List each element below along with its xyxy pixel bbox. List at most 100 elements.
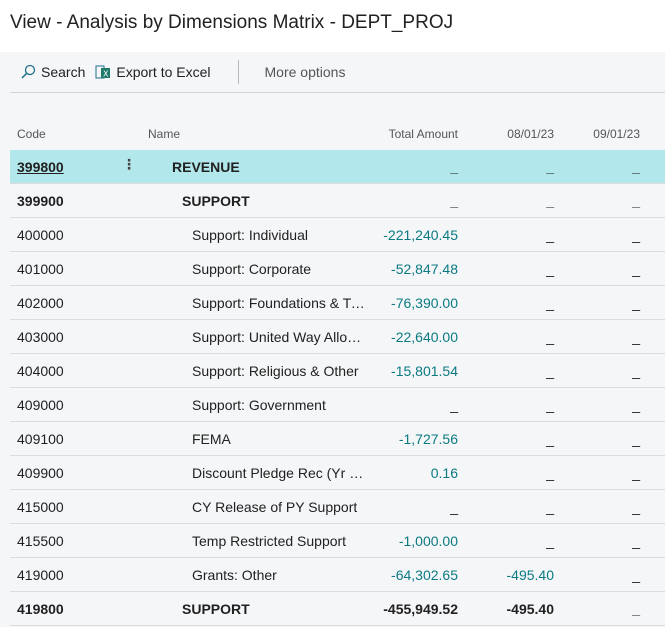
row-09-01-23: _	[632, 533, 640, 549]
column-headers: Code Name Total Amount 08/01/23 09/01/23	[10, 126, 665, 150]
row-08-01-23: _	[546, 193, 554, 209]
row-code: 409100	[17, 431, 64, 447]
row-09-01-23: _	[632, 295, 640, 311]
row-name: REVENUE	[172, 159, 240, 175]
header-name[interactable]: Name	[148, 127, 181, 141]
row-name: Support: United Way Allocations	[192, 329, 367, 345]
row-code: 399900	[17, 193, 64, 209]
row-08-01-23[interactable]: -495.40	[506, 567, 554, 583]
row-total-amount[interactable]: -52,847.48	[391, 261, 458, 277]
row-total-amount: _	[450, 397, 458, 413]
row-code[interactable]: 399800	[17, 159, 64, 175]
row-total-amount[interactable]: -1,727.56	[398, 431, 458, 447]
row-name: Support: Religious & Other	[192, 363, 359, 379]
row-08-01-23: _	[546, 465, 554, 481]
header-09-01-23[interactable]: 09/01/23	[593, 127, 640, 141]
row-code: 400000	[17, 227, 64, 243]
row-code: 404000	[17, 363, 64, 379]
header-code[interactable]: Code	[17, 127, 46, 141]
table-row[interactable]: 403000 Support: United Way Allocations -22…	[10, 320, 665, 354]
page-title: View - Analysis by Dimensions Matrix - D…	[0, 0, 665, 50]
row-name: Grants: Other	[192, 567, 277, 583]
matrix-table: 399800 ⋮ REVENUE _ _ _ 399900 SUPPORT _ _ _ 400000 S…	[10, 150, 665, 626]
export-to-excel-button[interactable]: X Export to Excel	[95, 64, 211, 80]
row-name: Temp Restricted Support	[192, 533, 347, 549]
row-total-amount: _	[450, 499, 458, 515]
row-09-01-23: _	[632, 601, 640, 617]
row-08-01-23: _	[546, 363, 554, 379]
row-total-amount[interactable]: -15,801.54	[391, 363, 458, 379]
row-name: Discount Pledge Rec (Yr End)	[192, 465, 367, 481]
row-total-amount: _	[450, 159, 458, 175]
table-row[interactable]: 419800 SUPPORT -455,949.52 -495.40 _	[10, 592, 665, 626]
more-options-button[interactable]: More options	[264, 64, 346, 80]
row-09-01-23: _	[632, 193, 640, 209]
table-row[interactable]: 409100 FEMA -1,727.56 _ _	[10, 422, 665, 456]
row-09-01-23: _	[632, 329, 640, 345]
row-08-01-23: _	[546, 533, 554, 549]
row-code: 409000	[17, 397, 64, 413]
header-total-amount[interactable]: Total Amount	[388, 127, 458, 141]
row-08-01-23: _	[546, 159, 554, 175]
row-name: Support: Government	[192, 397, 326, 413]
row-08-01-23: _	[546, 329, 554, 345]
table-row[interactable]: 415000 CY Release of PY Support _ _ _	[10, 490, 665, 524]
row-total-amount[interactable]: -221,240.45	[383, 227, 458, 243]
row-09-01-23: _	[632, 261, 640, 277]
table-row[interactable]: 401000 Support: Corporate -52,847.48 _ _	[10, 252, 665, 286]
table-row[interactable]: 399800 ⋮ REVENUE _ _ _	[10, 150, 665, 184]
row-09-01-23: _	[632, 227, 640, 243]
row-total-amount[interactable]: -64,302.65	[391, 567, 458, 583]
search-label: Search	[41, 64, 86, 80]
row-09-01-23: _	[632, 499, 640, 515]
row-08-01-23: _	[546, 261, 554, 277]
row-09-01-23: _	[632, 567, 640, 583]
row-code: 419800	[17, 601, 64, 617]
row-code: 403000	[17, 329, 64, 345]
table-row[interactable]: 415500 Temp Restricted Support -1,000.00 _ _	[10, 524, 665, 558]
row-08-01-23[interactable]: -495.40	[506, 601, 554, 617]
row-total-amount[interactable]: -455,949.52	[383, 601, 458, 617]
table-row[interactable]: 409900 Discount Pledge Rec (Yr End) 0.16 _ _	[10, 456, 665, 490]
action-bar: Search X Export to Excel More options	[10, 52, 665, 93]
row-08-01-23: _	[546, 397, 554, 413]
row-name: SUPPORT	[182, 193, 250, 209]
row-total-amount[interactable]: -1,000.00	[398, 533, 458, 549]
row-09-01-23: _	[632, 465, 640, 481]
row-actions-icon[interactable]: ⋮	[122, 156, 136, 172]
row-09-01-23: _	[632, 431, 640, 447]
row-name: CY Release of PY Support	[192, 499, 358, 515]
search-icon	[21, 64, 36, 79]
table-row[interactable]: 402000 Support: Foundations & Trusts -76,3…	[10, 286, 665, 320]
row-total-amount[interactable]: 0.16	[430, 465, 458, 481]
row-09-01-23: _	[632, 363, 640, 379]
table-row[interactable]: 399900 SUPPORT _ _ _	[10, 184, 665, 218]
table-row[interactable]: 400000 Support: Individual -221,240.45 _ _	[10, 218, 665, 252]
row-08-01-23: _	[546, 499, 554, 515]
search-button[interactable]: Search	[20, 64, 85, 80]
row-name: Support: Corporate	[192, 261, 312, 277]
row-code: 402000	[17, 295, 64, 311]
row-code: 415000	[17, 499, 64, 515]
row-09-01-23: _	[632, 159, 640, 175]
row-name: Support: Individual	[192, 227, 308, 243]
toolbar-divider	[237, 60, 239, 84]
row-09-01-23: _	[632, 397, 640, 413]
row-total-amount[interactable]: -22,640.00	[391, 329, 458, 345]
table-row[interactable]: 409000 Support: Government _ _ _	[10, 388, 665, 422]
svg-text:X: X	[103, 70, 109, 79]
table-row[interactable]: 419000 Grants: Other -64,302.65 -495.40 _	[10, 558, 665, 592]
row-name: Support: Foundations & Trusts	[192, 295, 367, 311]
header-08-01-23[interactable]: 08/01/23	[507, 127, 554, 141]
table-row[interactable]: 404000 Support: Religious & Other -15,801.…	[10, 354, 665, 388]
row-code: 409900	[17, 465, 64, 481]
row-08-01-23: _	[546, 227, 554, 243]
row-08-01-23: _	[546, 431, 554, 447]
row-total-amount[interactable]: -76,390.00	[391, 295, 458, 311]
row-total-amount: _	[450, 193, 458, 209]
row-code: 415500	[17, 533, 64, 549]
row-code: 419000	[17, 567, 64, 583]
export-label: Export to Excel	[116, 64, 211, 80]
row-name: FEMA	[192, 431, 231, 447]
matrix-page: Search X Export to Excel More options Co…	[0, 52, 665, 627]
